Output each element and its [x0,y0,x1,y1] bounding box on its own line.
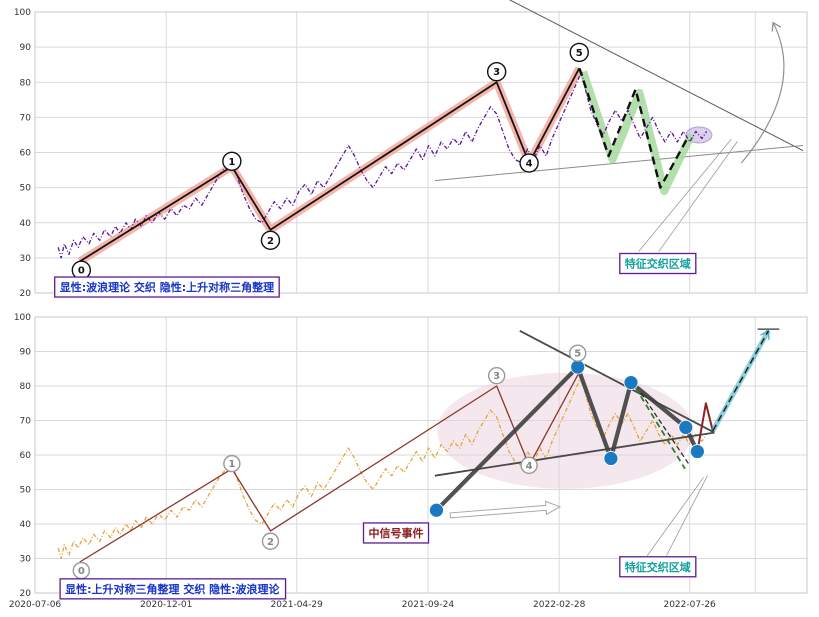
y-tick-label: 100 [14,313,31,323]
wave-marker-label-1: 1 [228,157,235,168]
upper-trendline [519,330,715,434]
wave-highlight [77,66,583,265]
lower-trendline [434,145,804,182]
x-tick-label: 2020-07-06 [9,600,62,610]
signal-dot [689,444,705,459]
wave-marker-2 [260,230,281,251]
feature-zone-label: 特征交织区域 [619,556,697,578]
green-triangle-highlight [579,70,695,196]
feature-zone-label-box [619,556,697,578]
wave-line [79,67,581,263]
wave-marker-label-5: 5 [574,349,581,360]
x-tick-label: 2020-12-01 [140,600,192,610]
signal-dot [429,502,444,518]
wave-marker-1 [222,151,242,171]
signal-direction-arrow [449,500,562,519]
explicit-mode-label: 显性:波浪理论 交织 隐性:上升对称三角整理 [54,276,280,298]
triangle-dashed-zigzag [578,67,689,189]
x-tick-label: 2022-07-26 [663,600,716,610]
y-tick-label: 20 [20,589,32,599]
y-tick-label: 70 [20,113,32,123]
y-tick-label: 80 [20,382,32,392]
signal-dot [570,359,586,375]
feature-zone-label-text: 特征交织区域 [625,560,691,574]
wave-marker-5 [569,42,589,63]
y-tick-label: 100 [14,8,31,18]
wave-line [79,371,580,563]
feature-zone-label-box [619,252,697,275]
feature-zone-label-text: 特征交织区域 [625,256,691,270]
wave-marker-label-4: 4 [526,159,533,170]
maroon-zigzag [696,402,714,452]
y-tick-label: 30 [20,555,32,565]
mid-signal-event-label: 中信号事件 [362,522,430,544]
y-tick-label: 20 [20,289,32,299]
leader-line [646,477,704,556]
black-dashed-line [640,392,691,466]
y-tick-label: 50 [20,184,32,194]
wave-marker-label-1: 1 [228,459,235,470]
feature-zone-ellipse [437,372,694,489]
x-tick-label: 2021-04-29 [271,600,324,610]
feature-zone-label: 特征交织区域 [619,252,697,275]
y-tick-label: 50 [20,486,32,496]
y-tick-label: 90 [20,43,32,53]
y-tick-label: 30 [20,254,32,264]
plot-border [34,11,808,294]
wave-marker-label-3: 3 [493,371,500,382]
mid-signal-event-label-text: 中信号事件 [369,526,424,540]
projection-curved-arrow-head [771,21,782,32]
y-tick-label: 40 [20,520,32,530]
y-tick-label: 90 [20,348,32,358]
leader-line [638,138,732,252]
explicit-mode-label: 显性:上升对称三角整理 交织 隐性:波浪理论 [59,578,287,600]
signal-dot [678,419,694,435]
explicit-mode-label-box [59,578,287,600]
wave-marker-3 [486,62,507,82]
explicit-mode-label-box [54,276,280,298]
wave-marker-5 [569,344,587,362]
y-tick-label: 60 [20,451,32,461]
projection-curved-arrow [740,22,785,164]
explicit-mode-label-text: 显性:上升对称三角整理 交织 隐性:波浪理论 [65,582,280,596]
x-tick-label: 2021-09-24 [402,600,455,610]
wave-marker-label-3: 3 [493,67,500,78]
wave-marker-label-5: 5 [576,48,583,59]
wave-marker-label-2: 2 [267,537,274,548]
wave-marker-label-4: 4 [526,461,533,472]
wave-marker-label-0: 0 [78,566,85,577]
wave-marker-1 [223,454,241,473]
wave-marker-2 [261,532,280,550]
wave-marker-label-0: 0 [78,266,85,277]
y-tick-label: 70 [20,417,32,427]
leader-line [658,141,738,252]
plot-border [34,316,808,594]
upper-trendline [508,0,804,152]
forecast-arrow-dash [712,330,770,432]
x-tick-label: 2022-02-28 [533,600,586,610]
signal-dot [603,451,619,466]
y-tick-label: 80 [20,78,32,88]
wave-marker-label-2: 2 [267,236,274,247]
leader-line [666,475,708,556]
top-panel-wave-explicit: 20 30 40 50 60 70 80 90 100 0 1 2 3 4 5 显性:波浪理论 交织 隐性:上… [14,0,808,299]
green-dashed-line [634,387,686,470]
wave-marker-4 [520,456,538,475]
mid-signal-event-label-box [362,522,430,544]
wave-marker-3 [487,366,506,385]
signal-dot [623,375,639,390]
y-tick-label: 40 [20,219,32,229]
explicit-mode-label-text: 显性:波浪理论 交织 隐性:上升对称三角整理 [60,280,274,294]
price-line [57,71,708,259]
wave-marker-4 [519,153,539,173]
y-tick-label: 60 [20,149,32,159]
